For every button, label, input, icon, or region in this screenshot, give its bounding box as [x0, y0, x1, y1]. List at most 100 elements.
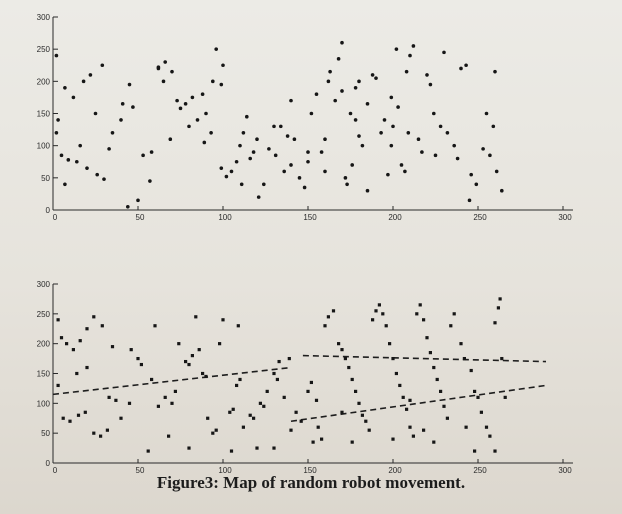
data-point: [474, 182, 479, 187]
data-point: [464, 425, 468, 429]
data-point: [71, 348, 75, 352]
data-point: [256, 195, 261, 199]
data-point: [404, 69, 409, 74]
data-point: [365, 102, 370, 106]
data-point: [161, 79, 166, 84]
data-point: [411, 44, 416, 48]
data-point: [389, 143, 394, 148]
data-point: [422, 428, 426, 432]
y-tick-label: 200: [37, 340, 51, 349]
data-point: [306, 389, 310, 393]
data-point: [348, 111, 353, 116]
x-tick-label: 150: [303, 466, 317, 475]
data-point: [183, 102, 188, 106]
x-tick-label: 300: [558, 213, 572, 222]
data-point: [411, 434, 415, 438]
data-point: [219, 82, 224, 87]
data-point: [150, 377, 154, 382]
data-point: [252, 416, 256, 420]
data-point: [241, 425, 245, 429]
data-point: [272, 446, 276, 450]
data-point: [459, 66, 463, 71]
data-point: [272, 371, 276, 376]
data-point: [236, 324, 240, 328]
data-point: [85, 327, 89, 331]
data-point: [323, 169, 327, 174]
data-point: [76, 413, 81, 417]
data-point: [238, 143, 242, 148]
data-point: [63, 182, 67, 187]
data-point: [302, 185, 307, 190]
data-point: [235, 383, 239, 388]
data-point: [381, 312, 385, 316]
y-tick-label: 150: [37, 370, 51, 379]
data-point: [500, 188, 504, 193]
data-point: [347, 365, 351, 370]
data-point: [201, 371, 205, 376]
data-point: [326, 315, 330, 319]
data-point: [297, 176, 302, 180]
data-point: [394, 371, 398, 376]
data-point: [350, 440, 354, 444]
data-point: [331, 309, 336, 313]
data-point: [65, 342, 69, 346]
data-point: [340, 410, 344, 414]
data-point: [399, 163, 404, 167]
data-point: [493, 69, 497, 74]
data-point: [498, 297, 502, 301]
data-point: [56, 383, 60, 388]
trend-line-1: [52, 366, 292, 396]
data-point: [357, 79, 361, 84]
data-point: [435, 377, 439, 382]
data-point: [360, 413, 364, 417]
data-point: [156, 65, 161, 69]
data-point: [95, 172, 99, 177]
data-point: [114, 398, 118, 402]
data-point: [374, 309, 378, 313]
data-point: [209, 131, 213, 135]
data-point: [190, 95, 195, 100]
data-point: [388, 342, 392, 346]
data-point: [473, 389, 477, 393]
data-point: [473, 449, 477, 453]
data-point: [408, 398, 412, 402]
data-point: [229, 169, 234, 174]
data-point: [85, 365, 89, 370]
data-point: [127, 401, 132, 405]
data-point: [221, 63, 225, 68]
data-point: [197, 348, 201, 352]
data-point: [306, 150, 310, 154]
data-point: [54, 131, 59, 135]
x-tick-label: 300: [558, 466, 572, 475]
y-tick-label: 250: [37, 45, 51, 54]
data-point: [71, 95, 76, 100]
data-point: [228, 410, 232, 414]
data-point: [277, 359, 281, 364]
data-point: [102, 177, 106, 181]
data-point: [469, 172, 474, 177]
data-point: [255, 137, 259, 142]
data-point: [170, 69, 174, 74]
data-point: [357, 401, 361, 405]
trend-line-2: [302, 354, 547, 363]
data-point: [119, 416, 123, 420]
data-point: [309, 380, 313, 385]
data-point: [452, 312, 456, 316]
data-point: [433, 153, 438, 158]
data-point: [469, 368, 473, 373]
data-point: [167, 434, 171, 438]
data-point: [406, 131, 411, 135]
data-point: [484, 111, 489, 116]
data-point: [195, 118, 200, 122]
data-point: [282, 169, 287, 174]
data-point: [127, 82, 132, 87]
data-point: [200, 92, 205, 96]
data-point: [493, 321, 497, 325]
data-point: [88, 73, 93, 77]
data-point: [168, 137, 173, 142]
y-tick-label: 100: [37, 142, 51, 151]
y-tick-label: 250: [37, 310, 51, 319]
data-point: [309, 111, 314, 116]
data-point: [110, 131, 115, 135]
data-point: [241, 131, 246, 135]
